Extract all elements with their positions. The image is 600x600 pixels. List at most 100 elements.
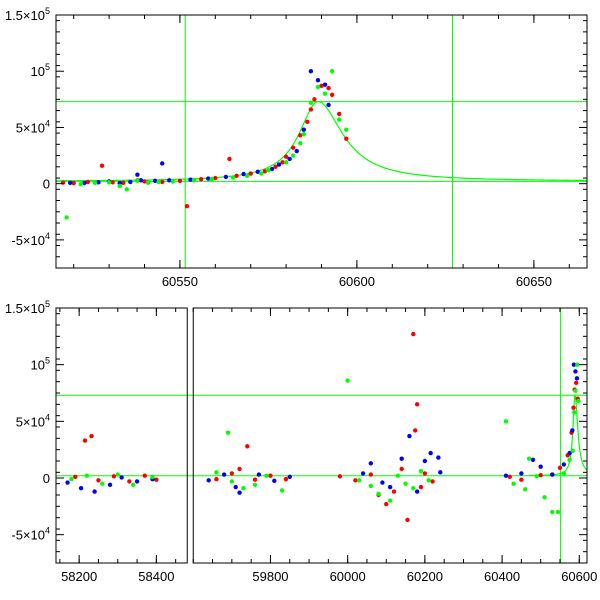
- data-point-red: [571, 405, 576, 410]
- y-tick-exponent: 5: [45, 62, 50, 72]
- data-point-blue: [360, 471, 366, 476]
- data-point-red: [399, 466, 404, 472]
- data-point-green: [567, 457, 572, 463]
- data-point-blue: [561, 462, 567, 467]
- data-point-blue: [380, 480, 385, 485]
- data-point-green: [150, 474, 155, 480]
- data-point-green: [117, 183, 122, 189]
- data-point-blue: [308, 69, 314, 74]
- data-point-red: [262, 169, 268, 174]
- data-point-green: [418, 469, 424, 474]
- data-point-blue: [82, 180, 87, 186]
- y-tick-exponent: 4: [45, 526, 50, 536]
- data-point-blue: [67, 180, 73, 185]
- data-point-green: [229, 479, 235, 484]
- data-point-red: [85, 179, 91, 185]
- y-tick-times: ×10: [23, 233, 45, 248]
- data-point-red: [99, 163, 105, 168]
- data-point-red: [82, 438, 88, 443]
- y-tick-base: 10: [31, 64, 45, 79]
- y-tick-mantissa: 1.5: [5, 301, 23, 316]
- y-tick-label: 5×104: [16, 118, 50, 135]
- series-green: [69, 362, 581, 515]
- plot-area: [56, 15, 587, 268]
- data-point-red: [353, 478, 358, 483]
- data-point-blue: [530, 457, 536, 463]
- data-point-blue: [237, 490, 242, 495]
- data-point-red: [160, 179, 165, 185]
- data-point-red: [557, 465, 563, 470]
- data-point-green: [124, 187, 129, 192]
- data-point-blue: [134, 479, 140, 484]
- data-point-blue: [221, 472, 227, 477]
- data-point-blue: [206, 478, 211, 483]
- data-point-blue: [428, 450, 433, 456]
- data-point-blue: [138, 178, 144, 183]
- data-point-green: [135, 178, 140, 184]
- data-point-blue: [438, 470, 443, 475]
- y-tick-exponent: 4: [45, 231, 50, 241]
- data-point-red: [414, 402, 420, 407]
- y-tick-times: ×10: [23, 528, 45, 543]
- data-point-red: [337, 111, 342, 117]
- data-point-red: [184, 203, 190, 209]
- data-point-green: [503, 419, 509, 424]
- data-point-green: [241, 486, 246, 491]
- data-point-red: [96, 478, 101, 483]
- data-point-blue: [399, 456, 404, 461]
- data-point-red: [127, 479, 132, 484]
- data-point-green: [100, 481, 105, 486]
- data-point-blue: [294, 148, 299, 154]
- data-point-green: [337, 117, 342, 122]
- data-point-green: [290, 153, 296, 158]
- y-tick-label: 1.5×105: [5, 299, 50, 316]
- y-tick-label: -5×104: [11, 231, 50, 248]
- data-point-blue: [276, 162, 282, 167]
- data-point-blue: [315, 78, 321, 83]
- data-point-red: [234, 173, 239, 178]
- data-point-red: [142, 179, 147, 184]
- y-tick-exponent: 5: [45, 299, 50, 309]
- series-red: [60, 83, 349, 209]
- data-point-green: [84, 473, 90, 478]
- data-point-green: [555, 509, 561, 515]
- x-tick-label: 60400: [484, 569, 520, 584]
- data-point-blue: [78, 486, 84, 491]
- data-point-red: [418, 484, 424, 490]
- data-point-red: [368, 472, 374, 477]
- data-point-blue: [167, 178, 172, 183]
- data-point-blue: [119, 475, 124, 480]
- data-point-red: [154, 477, 159, 482]
- y-tick-times: ×10: [23, 414, 45, 429]
- data-point-blue: [301, 127, 306, 132]
- data-point-blue: [269, 166, 275, 172]
- data-point-green: [542, 495, 547, 500]
- data-point-red: [573, 380, 579, 385]
- data-point-green: [156, 179, 161, 185]
- data-point-red: [73, 474, 78, 480]
- data-point-red: [308, 107, 314, 112]
- data-point-green: [572, 410, 577, 415]
- data-point-blue: [414, 489, 420, 494]
- data-point-green: [403, 481, 408, 486]
- data-point-green: [64, 215, 69, 220]
- x-tick-label: 58400: [138, 569, 174, 584]
- plot-area: [56, 308, 587, 563]
- y-tick-exponent: 5: [45, 6, 50, 16]
- x-tick-label: 60550: [162, 274, 198, 289]
- data-point-blue: [188, 177, 193, 182]
- data-point-green: [170, 179, 176, 184]
- data-point-red: [268, 473, 273, 478]
- data-point-red: [430, 479, 435, 484]
- data-point-blue: [160, 161, 165, 166]
- data-point-blue: [152, 178, 158, 184]
- data-point-blue: [128, 179, 133, 185]
- data-point-red: [237, 466, 242, 472]
- x-tick-label: 60600: [339, 274, 375, 289]
- data-point-red: [198, 176, 204, 182]
- data-point-green: [252, 482, 258, 487]
- data-point-green: [426, 478, 431, 483]
- y-tick-mantissa: -5: [11, 233, 23, 248]
- data-point-green: [69, 476, 74, 482]
